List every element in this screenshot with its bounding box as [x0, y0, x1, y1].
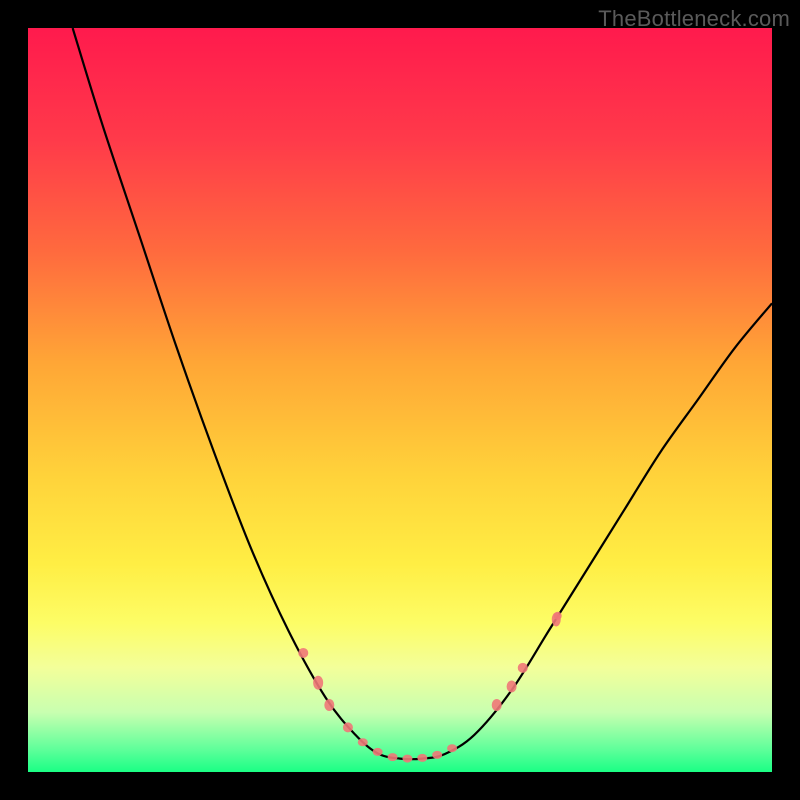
data-marker — [343, 722, 353, 732]
data-marker — [402, 755, 412, 763]
gradient-background — [28, 28, 772, 772]
data-marker — [373, 748, 383, 756]
data-marker — [518, 663, 528, 673]
data-marker — [554, 612, 562, 620]
data-marker — [447, 744, 457, 752]
data-marker — [507, 680, 517, 692]
data-marker — [358, 738, 368, 746]
data-marker — [417, 754, 427, 762]
data-marker — [298, 648, 308, 658]
data-marker — [324, 699, 334, 711]
data-marker — [388, 753, 398, 761]
data-marker — [492, 699, 502, 711]
data-marker — [313, 676, 323, 690]
figure-outer: TheBottleneck.com — [0, 0, 800, 800]
plot-area — [28, 28, 772, 772]
data-marker — [432, 751, 442, 759]
chart-svg — [28, 28, 772, 772]
watermark-text: TheBottleneck.com — [598, 6, 790, 32]
